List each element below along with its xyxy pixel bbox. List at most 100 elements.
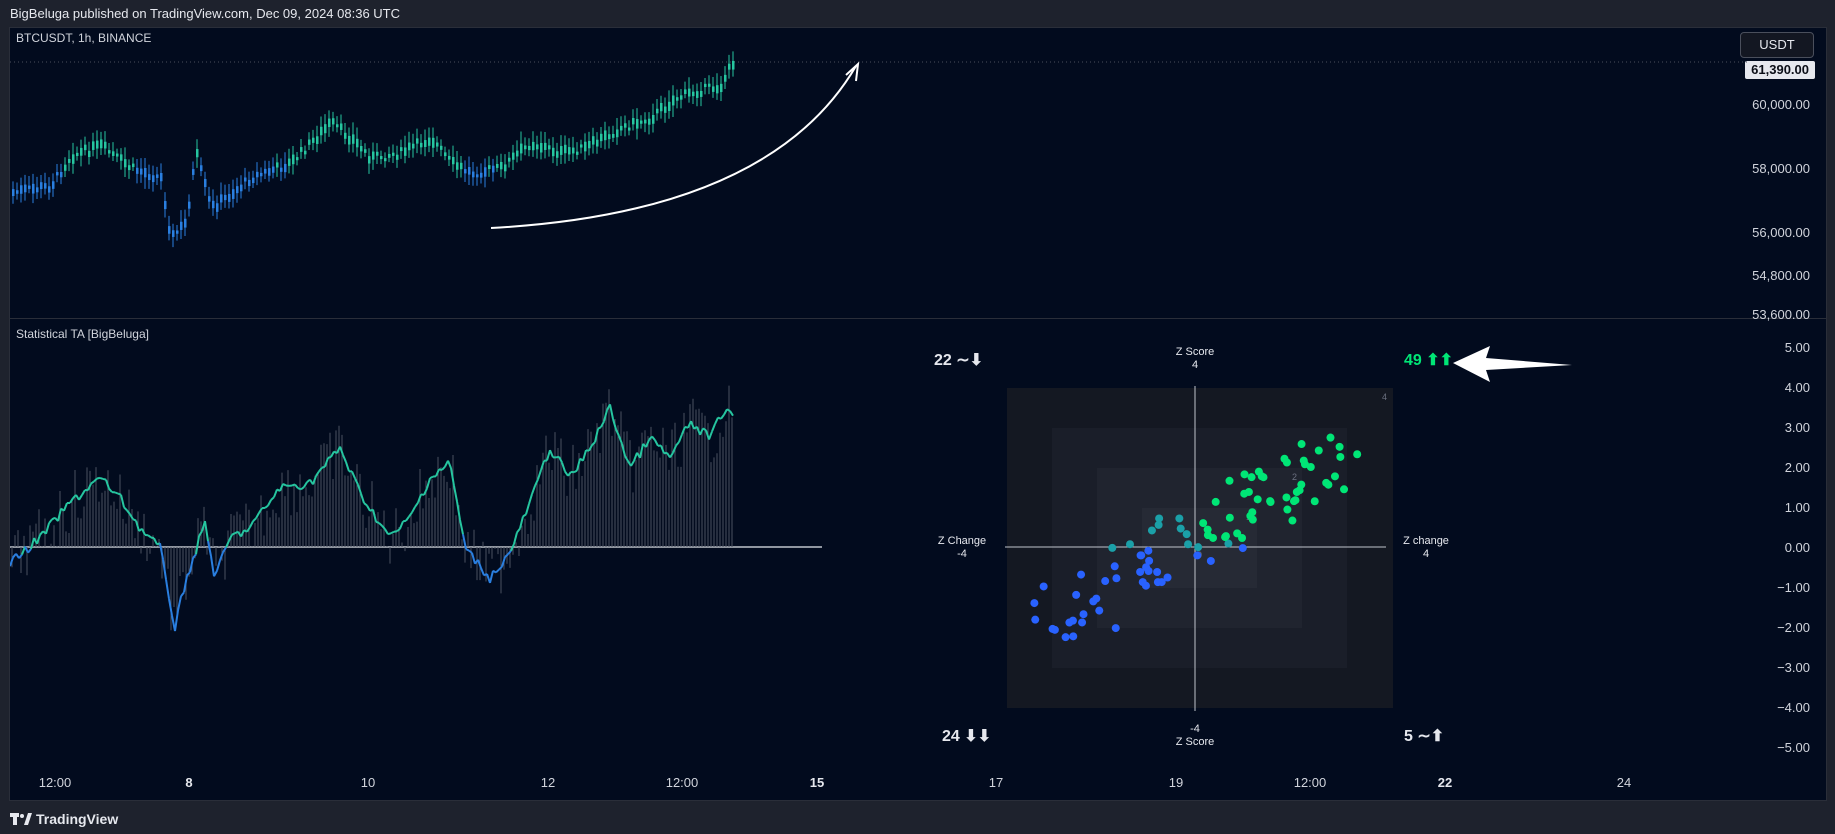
candle-body <box>460 162 463 170</box>
candlestick-series <box>12 51 735 248</box>
candle-body <box>84 144 87 151</box>
oscillator-segment <box>537 469 542 480</box>
oscillator-segment <box>99 476 104 480</box>
candle-body <box>72 154 75 164</box>
oscillator-segment <box>588 444 593 452</box>
oscillator-segment <box>300 486 305 491</box>
oscillator-segment <box>45 522 50 535</box>
candle-body <box>316 136 319 144</box>
candle-body <box>144 167 147 178</box>
oscillator-segment <box>381 525 386 530</box>
candle-body <box>508 157 511 162</box>
candle-body <box>284 163 287 173</box>
chart-canvas[interactable]: 60,000.00 58,000.00 56,000.00 54,800.00 … <box>10 28 1826 800</box>
quadrant-dot <box>1108 543 1117 552</box>
currency-button[interactable]: USDT <box>1740 32 1814 58</box>
candle-body <box>528 145 531 151</box>
oscillator-segment <box>465 548 470 552</box>
oscillator-segment <box>186 571 191 577</box>
oscillator-segment <box>510 543 515 552</box>
oscillator-segment <box>507 550 512 555</box>
candle-body <box>216 203 219 212</box>
count-bottom-right: 5 ∼⬆ <box>1404 728 1444 745</box>
pane-separator[interactable] <box>10 318 1826 319</box>
price-tick: 53,600.00 <box>1752 307 1810 322</box>
oscillator-segment <box>216 560 221 572</box>
candle-body <box>276 162 279 168</box>
oscillator-segment <box>573 469 578 474</box>
oscillator-segment <box>330 451 335 458</box>
candle-body <box>240 184 243 192</box>
oscillator-segment <box>246 526 251 533</box>
candle-body <box>44 183 47 189</box>
candle-body <box>696 91 699 98</box>
candle-body <box>400 147 403 152</box>
oscillator-segment <box>168 598 173 616</box>
quadrant-dot <box>1182 530 1191 539</box>
candle-body <box>568 147 571 155</box>
candle-body <box>504 164 507 172</box>
candle-body <box>684 89 687 94</box>
oscillator-segment <box>645 439 650 448</box>
oscillator-segment <box>558 456 563 463</box>
oscillator-segment <box>513 532 518 545</box>
quadrant-dot <box>1153 578 1162 587</box>
candle-body <box>60 172 63 178</box>
oscillator-segment <box>270 496 275 501</box>
candle-body <box>364 149 367 153</box>
oscillator-segment <box>120 494 125 508</box>
candle-body <box>288 158 291 166</box>
quadrant-dot <box>1147 526 1156 535</box>
trend-arrow <box>490 65 857 229</box>
oscillator-segment <box>618 435 623 445</box>
oscillator-segment <box>390 530 395 535</box>
tradingview-logo[interactable]: TradingView <box>10 811 118 827</box>
candle-body <box>112 151 115 156</box>
oscillator-segment <box>384 528 389 535</box>
oscillator-segment <box>495 568 500 574</box>
oscillator-segment <box>417 493 422 504</box>
oscillator-segment <box>711 423 716 432</box>
oscillator-segment <box>651 435 656 441</box>
candle-body <box>164 201 167 210</box>
candle-body <box>472 171 475 178</box>
quadrant-dot <box>1292 488 1301 497</box>
candle-body <box>648 118 651 125</box>
chart-area[interactable]: BTCUSDT, 1h, BINANCE USDT 61,390.00 Stat… <box>9 27 1827 801</box>
oscillator-segment <box>555 455 560 459</box>
quadrant-dot <box>1326 433 1335 442</box>
oscillator-segment <box>222 546 227 553</box>
quadrant-dot <box>1330 472 1339 481</box>
quadrant-dot <box>1137 551 1146 560</box>
oscillator-segment <box>312 475 317 485</box>
candle-body <box>448 155 451 160</box>
candle-body <box>384 158 387 162</box>
indicator-tick: 1.00 <box>1785 500 1810 515</box>
time-tick: 19 <box>1169 775 1183 790</box>
candle-body <box>88 150 91 158</box>
price-tick: 60,000.00 <box>1752 97 1810 112</box>
oscillator-segment <box>351 470 356 479</box>
oscillator-segment <box>366 505 371 512</box>
candle-body <box>704 83 707 88</box>
oscillator-segment <box>318 467 323 473</box>
candle-body <box>332 118 335 125</box>
indicator-label: Statistical TA [BigBeluga] <box>16 327 149 341</box>
candle-body <box>200 165 203 172</box>
oscillator-segment <box>141 528 146 536</box>
quadrant-dot <box>1110 562 1119 571</box>
candle-body <box>640 120 643 124</box>
candle-body <box>184 218 187 228</box>
time-axis: 12:00 8 10 12 12:00 15 17 19 12:00 22 24 <box>39 775 1632 790</box>
candle-body <box>372 151 375 160</box>
oscillator-segment <box>615 428 620 437</box>
oscillator-segment <box>717 416 722 420</box>
oscillator-segment <box>387 532 392 536</box>
candle-body <box>312 137 315 143</box>
candle-body <box>108 150 111 154</box>
oscillator-segment <box>705 429 710 440</box>
quadrant-dot <box>1125 540 1134 549</box>
price-tick: 54,800.00 <box>1752 268 1810 283</box>
time-tick: 12:00 <box>39 775 72 790</box>
oscillator-segment <box>582 449 587 461</box>
